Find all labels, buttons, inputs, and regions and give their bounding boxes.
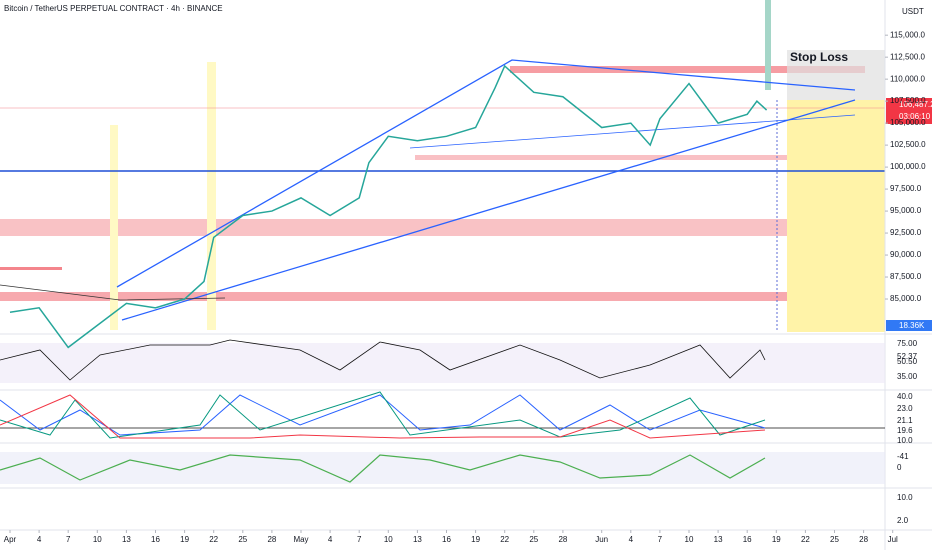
volume-label: 18.36K: [899, 321, 925, 330]
chart-title: Bitcoin / TetherUS PERPETUAL CONTRACT · …: [4, 4, 223, 13]
x-tick-label: 16: [151, 535, 160, 544]
x-tick-label: 19: [180, 535, 189, 544]
x-tick-label: 10: [384, 535, 393, 544]
price-tag: [886, 98, 932, 124]
pane-label: 50.50: [897, 357, 918, 366]
demand-zone: [415, 155, 885, 160]
x-tick-label: 7: [357, 535, 362, 544]
pane-label: 19.6: [897, 426, 913, 435]
y-tick-label: 110,000.0: [890, 74, 926, 83]
x-tick-label: 28: [859, 535, 868, 544]
supply-zone: [510, 66, 865, 73]
y-tick-label: 97,500.0: [890, 184, 922, 193]
x-tick-label: 22: [500, 535, 509, 544]
x-tick-label: 22: [209, 535, 218, 544]
y-tick-label: 87,500.0: [890, 272, 922, 281]
x-tick-label: 25: [238, 535, 247, 544]
pane-label: 23.0: [897, 404, 913, 413]
x-tick-label: 7: [658, 535, 663, 544]
dmi-line: [0, 391, 766, 439]
support-zone: [0, 292, 885, 301]
x-tick-label: Jul: [888, 535, 898, 544]
x-tick-label: Jun: [595, 535, 608, 544]
annotation: Stop Loss: [790, 50, 848, 64]
x-tick-label: 19: [772, 535, 781, 544]
y-tick-label: 95,000.0: [890, 206, 922, 215]
highlight: [207, 62, 216, 330]
x-tick-label: 16: [743, 535, 752, 544]
channel-top: [116, 59, 856, 288]
osc-line: [0, 454, 766, 483]
last-price: 106,487.2: [899, 100, 932, 109]
countdown: 03:06:10: [899, 112, 931, 121]
target-box: [787, 100, 885, 332]
x-tick-label: Apr: [4, 535, 17, 544]
y-tick-label: 90,000.0: [890, 250, 922, 259]
x-tick-label: 13: [122, 535, 131, 544]
x-tick-label: 4: [37, 535, 42, 544]
x-tick-label: 16: [442, 535, 451, 544]
x-tick-label: 28: [267, 535, 276, 544]
resistance-zone: [0, 219, 885, 236]
pane-label: 40.0: [897, 392, 913, 401]
pane-label: 2.0: [897, 516, 909, 525]
dmi-line: [0, 394, 766, 436]
pane-label: 10.0: [897, 436, 913, 445]
x-tick-label: 13: [714, 535, 723, 544]
rsi-band: [0, 343, 885, 383]
pane-label: 35.00: [897, 372, 918, 381]
y-tick-label: 100,000.0: [890, 162, 926, 171]
x-tick-label: 25: [830, 535, 839, 544]
y-tick-label: 115,000.0: [890, 30, 926, 39]
pane-label: 0: [897, 463, 902, 472]
y-tick-label: 105,000.0: [890, 118, 926, 127]
channel-bottom: [121, 99, 856, 321]
y-tick-label: 107,500.0: [890, 96, 926, 105]
x-tick-label: 22: [801, 535, 810, 544]
volume-bar: [765, 0, 771, 90]
y-tick-label: 112,500.0: [890, 52, 926, 61]
x-tick-label: 10: [93, 535, 102, 544]
x-tick-label: 28: [558, 535, 567, 544]
trendline: [0, 284, 226, 301]
x-tick-label: 4: [328, 535, 333, 544]
x-tick-label: 19: [471, 535, 480, 544]
currency: USDT: [902, 7, 924, 16]
pane-label: 52.37: [897, 352, 918, 361]
x-tick-label: 25: [529, 535, 538, 544]
x-tick-label: 10: [685, 535, 694, 544]
volume-tag: [886, 320, 932, 331]
x-tick-label: 4: [629, 535, 634, 544]
pane-label: 10.0: [897, 493, 913, 502]
y-tick-label: 102,500.0: [890, 140, 926, 149]
x-tick-label: 13: [413, 535, 422, 544]
zone: [0, 267, 62, 270]
price-line: [9, 64, 768, 349]
pane-label: 21.1: [897, 416, 913, 425]
pane-label: 75.00: [897, 339, 918, 348]
x-tick-label: May: [293, 535, 308, 544]
dmi-line: [0, 394, 766, 439]
y-tick-label: 92,500.0: [890, 228, 922, 237]
osc-band: [0, 452, 885, 484]
rsi-line: [0, 339, 766, 381]
trendline: [409, 114, 856, 149]
stop-box: [787, 50, 885, 100]
x-tick-label: 7: [66, 535, 71, 544]
y-tick-label: 85,000.0: [890, 294, 922, 303]
pane-label: -41: [897, 452, 909, 461]
highlight: [110, 125, 118, 330]
